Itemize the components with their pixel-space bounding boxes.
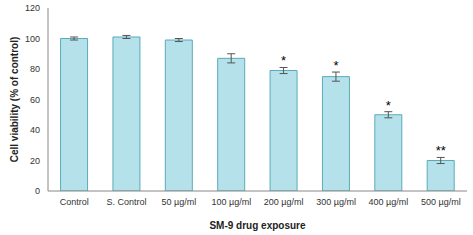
svg-text:400 µg/ml: 400 µg/ml [369,197,409,207]
svg-text:300 µg/ml: 300 µg/ml [316,197,356,207]
svg-text:60: 60 [30,95,40,105]
svg-text:Control: Control [60,197,89,207]
svg-text:*: * [386,98,391,113]
svg-text:Cell viability (% of control): Cell viability (% of control) [9,37,20,163]
svg-text:50 µg/ml: 50 µg/ml [162,197,197,207]
svg-text:*: * [333,58,338,73]
svg-text:120: 120 [25,3,40,13]
svg-text:S. Control: S. Control [107,197,147,207]
svg-text:100: 100 [25,34,40,44]
svg-text:40: 40 [30,125,40,135]
svg-text:80: 80 [30,64,40,74]
svg-text:**: ** [436,143,446,158]
svg-text:200 µg/ml: 200 µg/ml [264,197,304,207]
svg-text:SM-9 drug exposure: SM-9 drug exposure [209,220,306,231]
svg-text:*: * [281,53,286,68]
svg-text:100 µg/ml: 100 µg/ml [211,197,251,207]
svg-text:0: 0 [35,186,40,196]
svg-text:20: 20 [30,156,40,166]
svg-text:500 µg/ml: 500 µg/ml [421,197,461,207]
